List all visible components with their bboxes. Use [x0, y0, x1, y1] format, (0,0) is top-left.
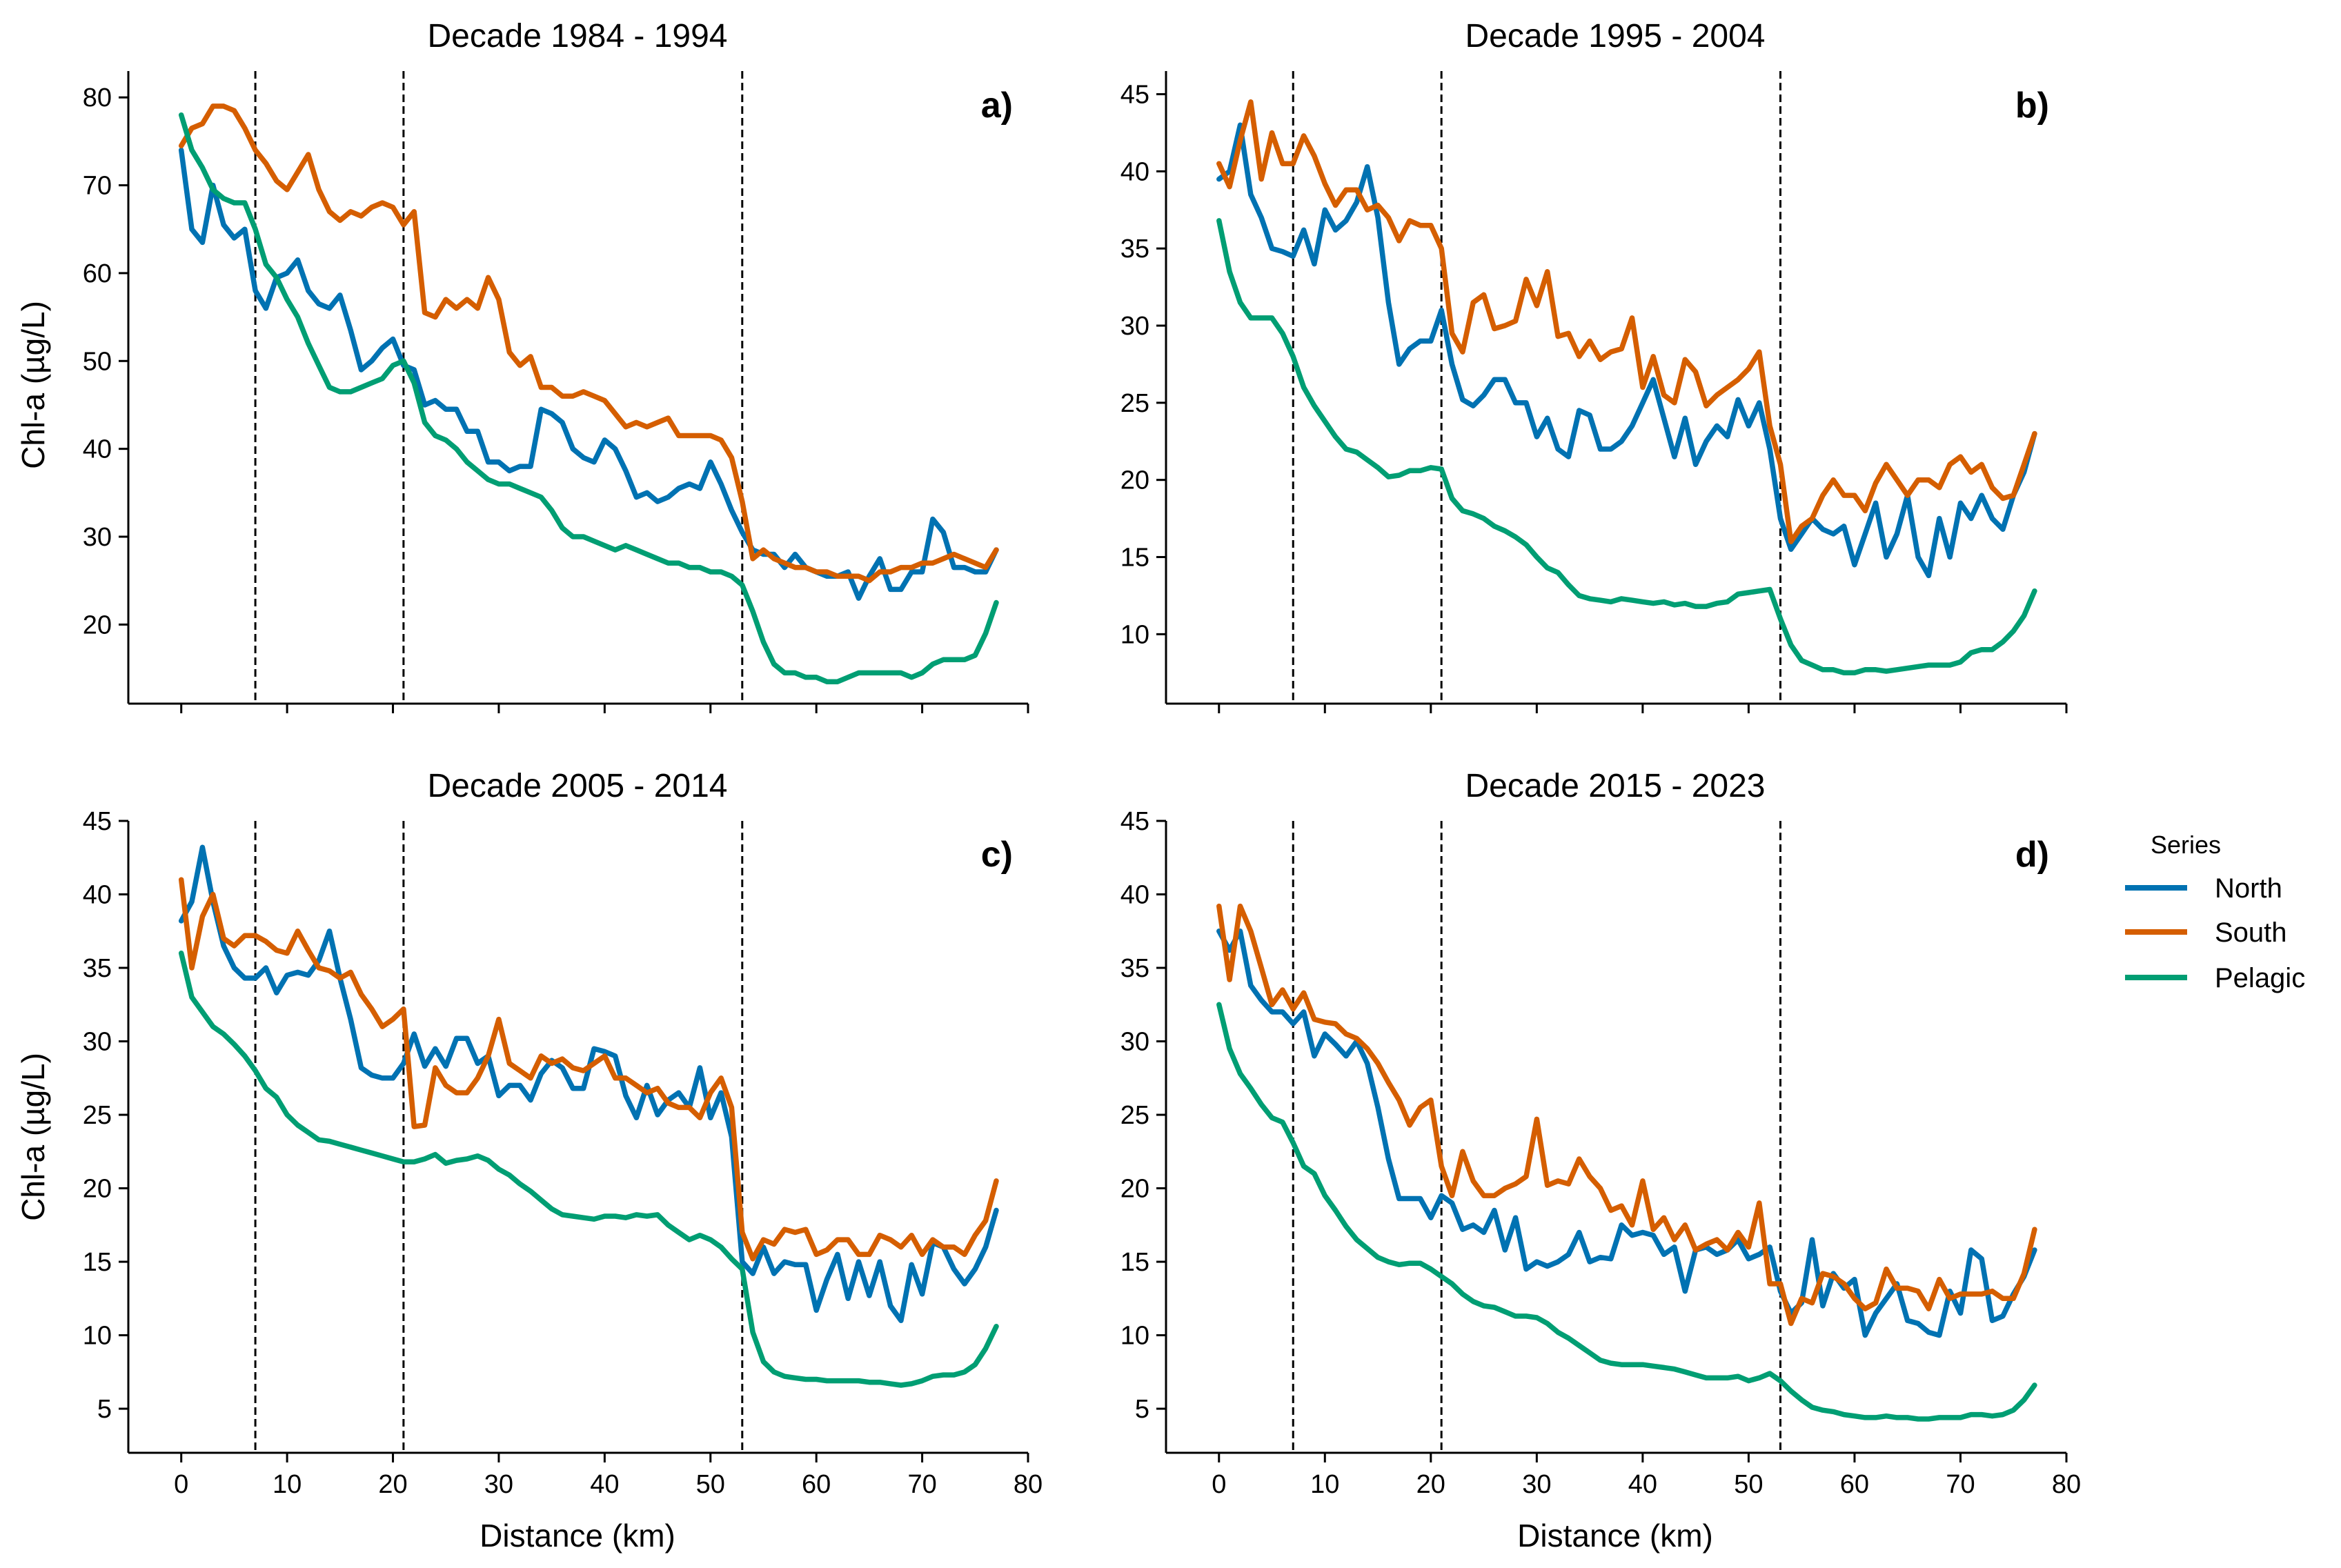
series-line-south	[1216, 99, 2037, 544]
x-tick-label: 0	[1212, 1470, 1226, 1499]
panel-b: Decade 1995 - 2004 b)	[1465, 18, 2050, 126]
y-tick-label: 30	[1120, 1028, 1149, 1057]
series-line-pelagic	[178, 950, 999, 1388]
y-tick-label: 35	[1120, 954, 1149, 983]
x-tick-label: 10	[273, 1470, 302, 1499]
series-line-pelagic	[1216, 218, 2037, 676]
y-tick-label: 20	[83, 1175, 112, 1204]
series-line-south	[1216, 903, 2037, 1327]
y-tick-label: 35	[1120, 235, 1149, 264]
y-tick-label: 15	[1120, 544, 1149, 573]
panel-label: b)	[2015, 86, 2049, 126]
x-tick-label: 20	[378, 1470, 407, 1499]
series-line-pelagic	[1216, 1002, 2037, 1422]
y-axis-label: Chl-a (µg/L)	[15, 1053, 51, 1221]
x-tick-label: 40	[590, 1470, 619, 1499]
x-tick-label: 70	[907, 1470, 936, 1499]
y-tick-label: 30	[83, 1028, 112, 1057]
panel-label: d)	[2015, 835, 2049, 875]
legend-entry-north: North	[2125, 873, 2282, 904]
plot-area-b: 10 15 20 25 30 35 40 45	[1120, 71, 2068, 713]
y-tick-label: 20	[83, 611, 112, 639]
y-tick-label: 25	[1120, 1101, 1149, 1130]
y-tick-label: 80	[83, 83, 112, 112]
panel-d: Decade 2015 - 2023 d) Distance (km)	[1465, 768, 2050, 1554]
panel-title: Decade 1995 - 2004	[1465, 18, 1766, 54]
y-tick-label: 10	[83, 1322, 112, 1351]
y-tick-label: 40	[1120, 157, 1149, 186]
x-tick-label: 60	[802, 1470, 831, 1499]
x-tick-label: 60	[1840, 1470, 1869, 1499]
y-tick-label: 15	[83, 1248, 112, 1277]
y-axis-label: Chl-a (µg/L)	[15, 301, 51, 469]
x-tick-label: 40	[1628, 1470, 1657, 1499]
y-tick-label: 20	[1120, 466, 1149, 495]
legend: Series North South Pelagic	[2125, 831, 2305, 993]
plot-area-a: 20 30 40 50 60 70 80	[83, 71, 1029, 713]
y-tick-label: 25	[1120, 389, 1149, 418]
x-axis-label: Distance (km)	[480, 1518, 675, 1554]
series-line-north	[178, 147, 999, 601]
y-tick-label: 40	[1120, 881, 1149, 910]
x-tick-label: 50	[696, 1470, 725, 1499]
plot-area-c: 5 10 15 20 25 30 35 40 45 0 10 20 30 40 50 60 70 80	[83, 807, 1043, 1499]
panel-a: Decade 1984 - 1994 a) Chl-a (µg/L)	[15, 18, 1013, 469]
y-tick-label: 15	[1120, 1248, 1149, 1277]
x-tick-label: 50	[1734, 1470, 1763, 1499]
y-tick-label: 5	[97, 1395, 112, 1424]
x-tick-label: 10	[1310, 1470, 1339, 1499]
y-tick-label: 40	[83, 881, 112, 910]
legend-label: North	[2215, 873, 2282, 904]
y-tick-label: 25	[83, 1101, 112, 1130]
series-line-south	[178, 103, 999, 584]
y-tick-label: 35	[83, 954, 112, 983]
panel-label: c)	[981, 835, 1013, 875]
legend-label: South	[2215, 917, 2287, 948]
legend-entry-pelagic: Pelagic	[2125, 963, 2305, 993]
panel-c: Decade 2005 - 2014 c) Chl-a (µg/L) Dista…	[15, 768, 1013, 1554]
x-tick-label: 80	[1014, 1470, 1043, 1499]
y-tick-label: 45	[83, 807, 112, 836]
legend-entry-south: South	[2125, 917, 2287, 948]
x-tick-label: 70	[1946, 1470, 1975, 1499]
x-axis-label: Distance (km)	[1517, 1518, 1713, 1554]
y-tick-label: 45	[1120, 807, 1149, 836]
series-line-north	[1216, 122, 2037, 579]
y-tick-label: 70	[83, 172, 112, 201]
y-tick-label: 50	[83, 347, 112, 376]
y-tick-label: 5	[1135, 1395, 1149, 1424]
x-tick-label: 0	[174, 1470, 188, 1499]
plot-area-d: 5 10 15 20 25 30 35 40 45 0 10 20 30 40 50 60 70 80	[1120, 807, 2081, 1499]
y-tick-label: 60	[83, 259, 112, 288]
y-tick-label: 10	[1120, 1322, 1149, 1351]
x-tick-label: 30	[1522, 1470, 1551, 1499]
y-tick-label: 45	[1120, 81, 1149, 110]
x-tick-label: 80	[2052, 1470, 2081, 1499]
series-line-pelagic	[178, 112, 999, 684]
legend-title: Series	[2151, 831, 2221, 859]
panel-title: Decade 2015 - 2023	[1465, 768, 1766, 804]
y-tick-label: 10	[1120, 620, 1149, 649]
panel-label: a)	[981, 86, 1013, 126]
series-line-south	[178, 877, 999, 1262]
x-tick-label: 30	[484, 1470, 513, 1499]
panel-title: Decade 2005 - 2014	[428, 768, 728, 804]
y-tick-label: 30	[83, 523, 112, 552]
y-tick-label: 20	[1120, 1175, 1149, 1204]
y-tick-label: 40	[83, 435, 112, 464]
y-tick-label: 30	[1120, 312, 1149, 341]
legend-label: Pelagic	[2215, 963, 2305, 993]
x-tick-label: 20	[1416, 1470, 1445, 1499]
panel-title: Decade 1984 - 1994	[428, 18, 728, 54]
